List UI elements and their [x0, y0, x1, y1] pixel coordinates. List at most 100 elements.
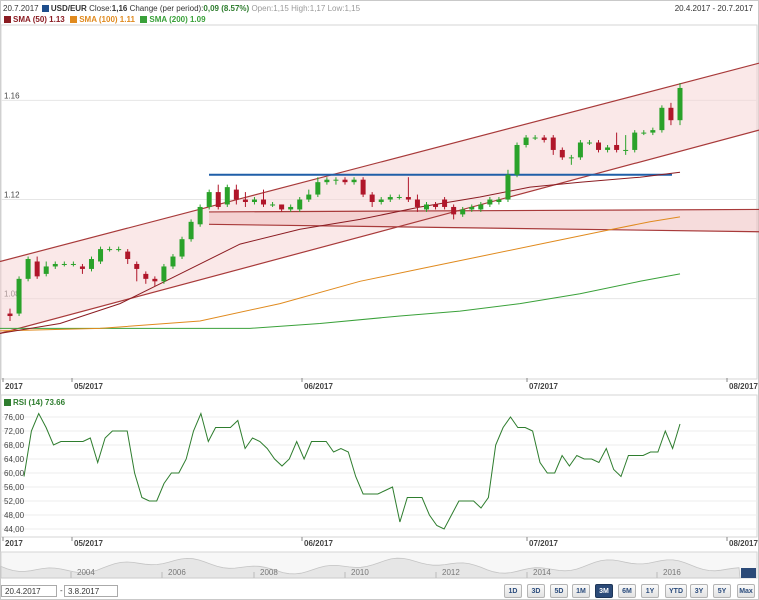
candle-body: [351, 179, 357, 183]
candle-body: [387, 197, 393, 200]
low-value: 1,15: [344, 4, 361, 13]
close-value: 1,16: [111, 4, 128, 13]
candle-body: [614, 144, 620, 150]
trendline-band-upper: [208, 208, 759, 213]
candle-body: [523, 137, 529, 145]
range-button-3y[interactable]: 3Y: [690, 584, 708, 598]
candle-body: [88, 259, 94, 269]
candle-body: [170, 256, 176, 267]
candle-body: [79, 266, 85, 269]
rsi-y-tick: 56,00: [4, 483, 25, 492]
candle-body: [559, 149, 565, 158]
change-label: Change (per period):: [129, 4, 204, 13]
candle-body: [251, 199, 257, 202]
navigator-selection: [741, 568, 756, 578]
range-separator: -: [60, 586, 63, 595]
rsi-y-tick: 64,00: [4, 455, 25, 464]
candle-body: [206, 192, 212, 207]
candle-body: [433, 204, 439, 207]
candle-body: [134, 263, 140, 269]
candle-body: [541, 137, 547, 141]
rsi-panel-border: [0, 394, 758, 538]
candle-body: [261, 199, 267, 205]
price-x-tick: 07/2017: [529, 382, 558, 391]
range-button-ytd[interactable]: YTD: [665, 584, 687, 598]
high-label: High:: [291, 4, 310, 13]
range-button-max[interactable]: Max: [737, 584, 755, 598]
low-label: Low:: [327, 4, 345, 13]
sma50-label: SMA (50) 1.13: [13, 15, 65, 24]
range-button-3d[interactable]: 3D: [527, 584, 545, 598]
candle-body: [505, 174, 511, 200]
candle-body: [215, 192, 221, 207]
channel-fill: [0, 63, 759, 334]
rsi-label: RSI (14) 73.66: [13, 398, 66, 407]
navigator-year-label: 2006: [168, 568, 186, 577]
candle-body: [7, 313, 13, 317]
candle-body: [378, 199, 384, 202]
candle-body: [279, 204, 285, 210]
range-from-input[interactable]: 20.4.2017: [1, 585, 57, 597]
price-x-tick: 05/2017: [74, 382, 103, 391]
candle-body: [568, 157, 574, 159]
navigator-year-label: 2004: [77, 568, 95, 577]
candle-body: [143, 273, 149, 279]
sma200-label: SMA (200) 1.09: [149, 15, 206, 24]
rsi-legend: RSI (14) 73.66: [3, 398, 65, 407]
candle-body: [233, 189, 239, 200]
trendline-channel-upper: [0, 62, 759, 263]
rsi-y-tick: 44,00: [4, 525, 25, 534]
price-x-tick: 08/2017: [729, 382, 758, 391]
sma100-swatch: [70, 16, 78, 23]
candle-body: [342, 179, 348, 183]
range-button-3m[interactable]: 3M: [595, 584, 613, 598]
candle-body: [460, 209, 466, 215]
price-y-tick: 1.12: [4, 191, 20, 200]
candle-body: [152, 278, 158, 282]
candle-body: [242, 199, 248, 202]
rsi-x-tick: 07/2017: [529, 539, 558, 548]
candle-body: [179, 239, 185, 257]
price-x-tick: 2017: [5, 382, 23, 391]
range-button-6m[interactable]: 6M: [618, 584, 636, 598]
open-label: Open:: [251, 4, 274, 13]
candle-body: [360, 179, 366, 195]
candle-body: [487, 199, 493, 205]
price-header: 20.7.2017 USD/EUR Close:1,16 Change (per…: [3, 4, 360, 13]
candle-body: [405, 197, 411, 200]
candle-body: [25, 259, 31, 279]
candle-body: [586, 142, 592, 144]
rsi-x-tick: 08/2017: [729, 539, 758, 548]
sma100-label: SMA (100) 1.11: [79, 15, 135, 24]
range-button-5d[interactable]: 5D: [550, 584, 568, 598]
candle-body: [478, 204, 484, 210]
range-to-input[interactable]: 3.8.2017: [64, 585, 118, 597]
range-button-5y[interactable]: 5Y: [713, 584, 731, 598]
range-button-1y[interactable]: 1Y: [641, 584, 659, 598]
candle-body: [34, 261, 40, 277]
candle-body: [550, 137, 556, 150]
rsi-swatch: [4, 399, 11, 406]
rsi-line: [23, 411, 681, 530]
candle-body: [125, 251, 131, 260]
candle-body: [16, 278, 22, 314]
rsi-y-tick: 76,00: [4, 413, 25, 422]
candle-body: [188, 221, 194, 240]
sma200-swatch: [140, 16, 148, 23]
open-value: 1,15: [273, 4, 289, 13]
candle-body: [423, 204, 429, 210]
range-button-1d[interactable]: 1D: [504, 584, 522, 598]
candle-body: [197, 206, 203, 225]
sma100-line: [0, 216, 681, 332]
candle-body: [641, 132, 647, 134]
rsi-y-tick: 48,00: [4, 511, 25, 520]
candle-body: [315, 182, 321, 195]
rsi-x-tick: 05/2017: [74, 539, 103, 548]
navigator-year-label: 2012: [442, 568, 460, 577]
candle-body: [161, 266, 167, 282]
close-label: Close:: [89, 4, 112, 13]
candle-body: [605, 147, 611, 150]
range-button-1m[interactable]: 1M: [572, 584, 590, 598]
sma200-line: [0, 273, 681, 329]
